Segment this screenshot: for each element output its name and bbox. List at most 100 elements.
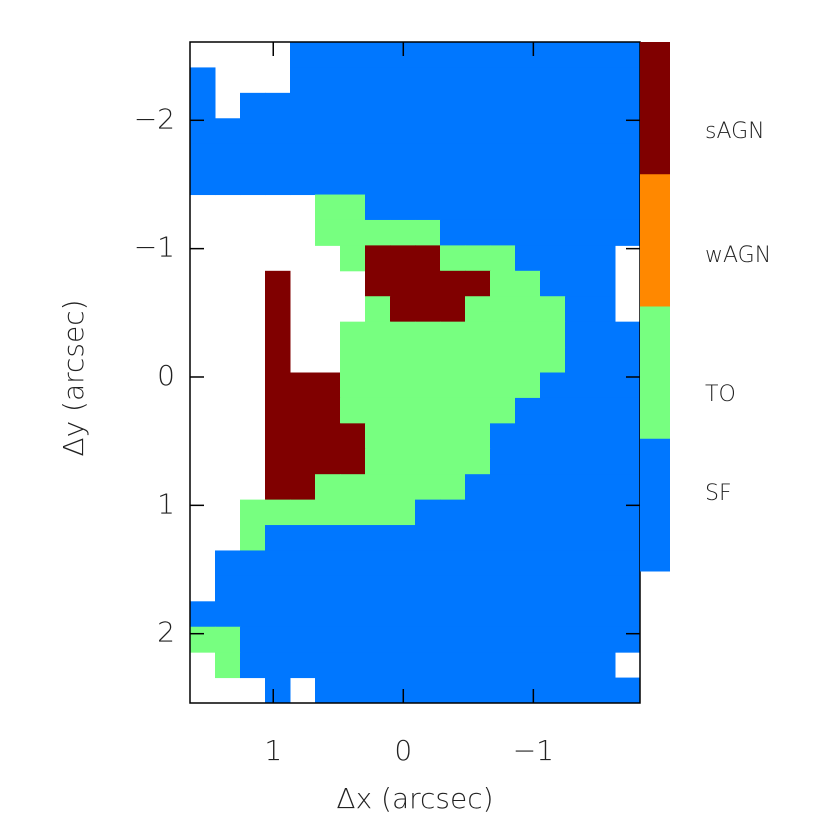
y-axis-label: Δy (arcsec)	[57, 299, 90, 456]
map-cell	[540, 474, 566, 501]
map-cell	[415, 143, 441, 170]
map-cell	[565, 626, 591, 653]
map-cell	[440, 245, 466, 272]
map-cell	[340, 245, 366, 272]
map-cell	[265, 575, 291, 602]
map-cell	[240, 525, 266, 551]
map-cell	[490, 219, 516, 246]
map-cell	[415, 525, 441, 551]
map-cell	[440, 67, 466, 94]
map-cell	[340, 219, 366, 246]
map-cell	[415, 347, 441, 373]
map-cell	[415, 474, 441, 501]
map-cell	[265, 423, 291, 450]
map-cell	[615, 219, 641, 246]
map-cell	[465, 550, 491, 577]
map-cell	[415, 92, 441, 119]
map-cell	[265, 499, 291, 526]
map-cell	[540, 194, 566, 221]
map-cell	[415, 321, 441, 348]
map-cell	[565, 347, 591, 373]
map-cell	[365, 397, 391, 424]
map-cell	[365, 169, 391, 196]
map-cell	[465, 219, 491, 246]
map-cell	[565, 474, 591, 501]
map-cell	[240, 118, 266, 145]
map-cell	[540, 169, 566, 196]
map-cell	[565, 296, 591, 323]
map-cell	[515, 92, 541, 119]
map-cell	[565, 194, 591, 221]
map-cell	[265, 652, 291, 679]
map-cell	[315, 652, 341, 679]
map-cell	[340, 118, 366, 145]
y-tick-label: 1	[157, 487, 175, 520]
map-cell	[240, 575, 266, 602]
map-cell	[265, 296, 291, 323]
map-cell	[615, 67, 641, 94]
map-cell	[590, 321, 616, 348]
map-cell	[390, 245, 416, 272]
map-cell	[215, 169, 241, 196]
map-cell	[540, 550, 566, 577]
map-cell	[465, 296, 491, 323]
map-cell	[615, 347, 641, 373]
map-cell	[365, 347, 391, 373]
map-cell	[440, 270, 466, 297]
map-cell	[515, 245, 541, 272]
map-cell	[265, 550, 291, 577]
map-cell	[265, 601, 291, 628]
map-cell	[515, 372, 541, 399]
map-cell	[315, 397, 341, 424]
map-cell	[365, 245, 391, 272]
map-cell	[490, 67, 516, 94]
colorbar-segment	[640, 438, 670, 572]
map-cell	[440, 601, 466, 628]
map-cell	[515, 118, 541, 145]
map-cell	[315, 423, 341, 450]
map-cell	[265, 92, 291, 119]
map-cell	[490, 652, 516, 679]
map-cell	[590, 92, 616, 119]
map-cell	[415, 575, 441, 602]
map-cell	[565, 652, 591, 679]
map-cell	[490, 169, 516, 196]
map-cell	[315, 550, 341, 577]
map-cell	[540, 347, 566, 373]
map-cell	[490, 601, 516, 628]
map-cell	[190, 143, 216, 170]
map-cell	[190, 601, 216, 628]
map-cell	[440, 525, 466, 551]
map-cell	[590, 575, 616, 602]
map-cell	[515, 423, 541, 450]
map-cell	[415, 652, 441, 679]
map-cell	[465, 525, 491, 551]
map-cell	[565, 677, 591, 704]
map-cell	[440, 372, 466, 399]
map-cell	[490, 499, 516, 526]
map-cell	[265, 525, 291, 551]
map-cell	[215, 118, 241, 145]
map-cell	[490, 474, 516, 501]
map-cell	[440, 397, 466, 424]
map-cell	[390, 67, 416, 94]
map-cell	[390, 296, 416, 323]
map-cell	[540, 270, 566, 297]
map-cell	[590, 169, 616, 196]
map-cell	[515, 143, 541, 170]
map-cell	[415, 677, 441, 704]
map-cell	[365, 474, 391, 501]
map-cell	[240, 652, 266, 679]
map-cell	[465, 245, 491, 272]
map-cell	[465, 372, 491, 399]
map-cell	[290, 143, 316, 170]
map-cell	[615, 525, 641, 551]
map-cell	[365, 652, 391, 679]
map-cell	[565, 550, 591, 577]
map-cell	[490, 372, 516, 399]
map-cell	[615, 448, 641, 475]
map-cell	[465, 474, 491, 501]
map-cell	[340, 677, 366, 704]
map-cell	[590, 525, 616, 551]
map-cell	[240, 92, 266, 119]
